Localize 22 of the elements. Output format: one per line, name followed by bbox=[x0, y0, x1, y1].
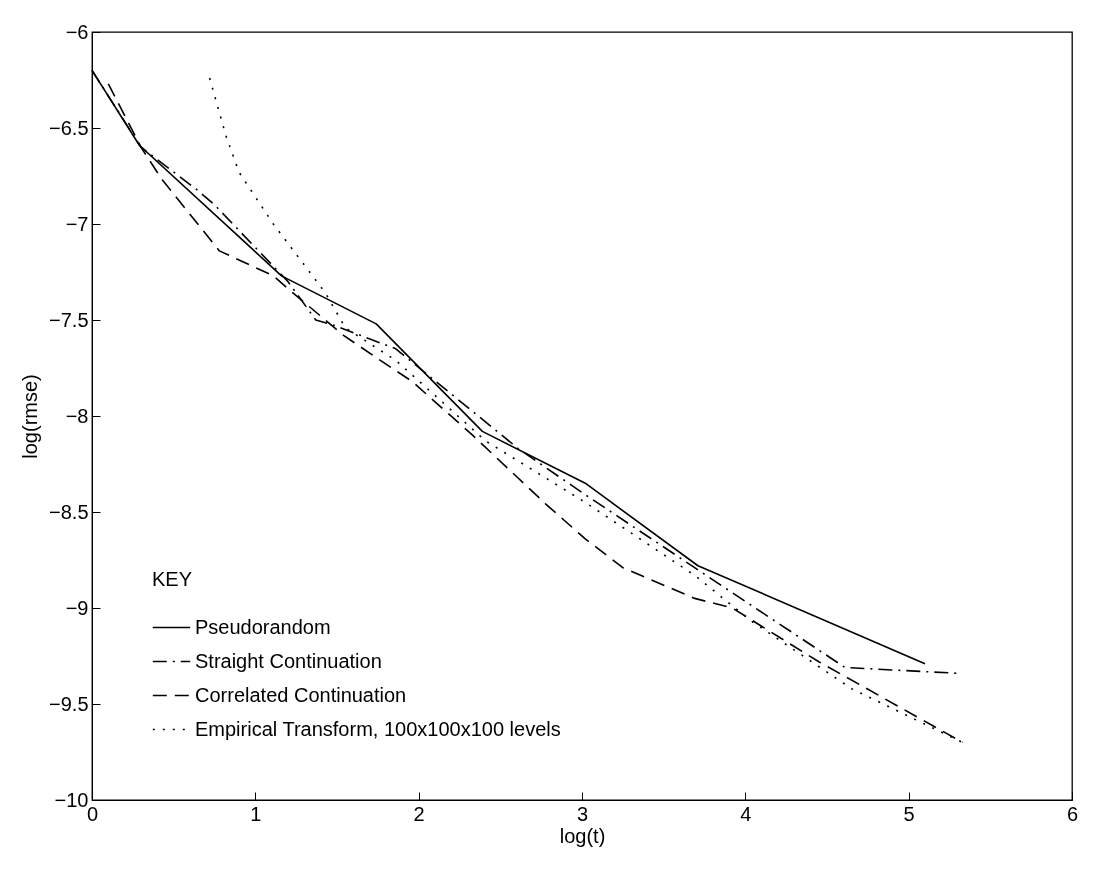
x-axis-title: log(t) bbox=[559, 824, 606, 847]
x-tick-label: 5 bbox=[903, 802, 915, 825]
y-tick-label: −9.5 bbox=[49, 692, 89, 715]
legend-label: Correlated Continuation bbox=[195, 683, 407, 706]
legend-label: Pseudorandom bbox=[195, 615, 331, 638]
y-tick-label: −9 bbox=[65, 596, 89, 619]
y-tick-label: −10 bbox=[54, 788, 89, 811]
x-tick-label: 6 bbox=[1066, 802, 1079, 825]
y-tick-label: −6.5 bbox=[49, 116, 89, 139]
x-tick-label: 4 bbox=[740, 802, 752, 825]
y-tick-label: −6 bbox=[65, 20, 89, 43]
x-tick-label: 1 bbox=[250, 802, 262, 825]
y-tick-label: −8 bbox=[65, 404, 89, 427]
y-tick-label: −7.5 bbox=[49, 308, 89, 331]
y-tick-label: −7 bbox=[65, 212, 89, 235]
y-tick-label: −8.5 bbox=[49, 500, 89, 523]
x-tick-label: 3 bbox=[576, 802, 589, 825]
legend-label: Straight Continuation bbox=[195, 649, 382, 672]
x-tick-label: 2 bbox=[413, 802, 425, 825]
legend-label: Empirical Transform, 100x100x100 levels bbox=[195, 717, 561, 740]
y-axis-title: log(rmse) bbox=[19, 374, 42, 459]
legend-title: KEY bbox=[152, 568, 193, 590]
